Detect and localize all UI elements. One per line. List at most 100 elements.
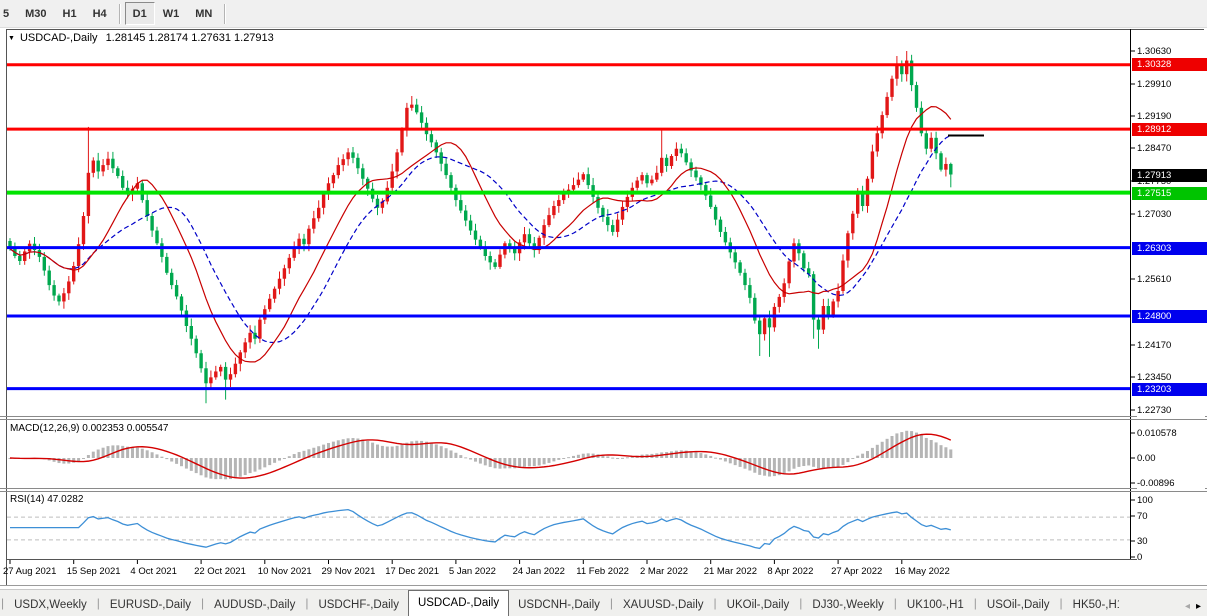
tab-ukoil-daily[interactable]: UKOil-,Daily [726,599,790,611]
candle-body [444,163,448,176]
macd-histogram-bar [562,458,566,459]
macd-histogram-bar [674,450,678,458]
macd-histogram-bar [616,458,620,459]
tab-eurusd-daily[interactable]: EURUSD-,Daily [109,599,192,611]
timeframe-button-d1[interactable]: D1 [124,2,155,25]
macd-histogram-bar [934,442,938,458]
tab-usdcad-daily[interactable]: USDCAD-,Daily [407,590,510,616]
macd-histogram-bar [841,458,845,465]
candle-body [106,158,110,166]
macd-histogram-bar [523,458,526,467]
price-chart-canvas[interactable] [0,28,1207,588]
macd-histogram-bar [469,458,473,460]
candle-body [900,63,904,75]
tab-usdchf-daily[interactable]: USDCHF-,Daily [318,599,399,611]
macd-histogram-bar [444,448,448,458]
macd-histogram-bar [709,455,713,458]
candle-body [645,175,649,184]
horizontal-level-lines[interactable] [7,63,1130,391]
candle-body [787,261,791,284]
tab-scroll-right-icon[interactable]: ▸ [1195,601,1201,612]
candle-body [826,306,830,316]
candle-body [542,225,546,238]
candle-body [321,194,326,208]
candle-body [689,162,693,171]
timeframe-button-mn[interactable]: MN [195,7,213,20]
timeframe-button-w1[interactable]: W1 [162,7,180,20]
price-axis-label: 1.28470 [1137,142,1205,155]
macd-histogram-bar [787,458,791,472]
candle-body [738,262,742,273]
candle-body [160,243,164,257]
macd-histogram-bar [821,458,825,469]
candle-body [248,332,252,343]
slow-ma-line [9,134,952,344]
candle-body [562,194,566,201]
macd-histogram-bar [189,458,193,471]
tab-xauusd-daily[interactable]: XAUUSD-,Daily [623,599,704,611]
macd-histogram-bar [866,451,869,458]
candle-body [400,129,404,153]
candle-body [184,310,189,326]
macd-histogram-bar [121,445,125,458]
candle-body [885,96,889,116]
candle-body [312,218,316,229]
macd-histogram-bar [292,454,296,458]
macd-histogram-bar [542,458,546,465]
candle-body [880,115,884,134]
candle-body [96,160,100,172]
macd-histogram-bar [425,441,428,458]
timeframe-button-h1[interactable]: H1 [62,7,77,20]
tab-hk50[interactable]: HK50-,H1 [1072,599,1119,611]
timeframe-button-h4[interactable]: H4 [92,7,107,20]
price-axis-label: 1.23450 [1137,371,1205,384]
tab-usdx-weekly[interactable]: USDX,Weekly [14,599,87,611]
candle-body [223,366,228,380]
tab-separator: | [201,596,205,610]
macd-histogram-bar [601,455,605,458]
macd-histogram-bar [493,458,497,469]
candle-body [875,133,879,152]
tab-scroll-left-icon[interactable]: ◂ [1184,601,1190,612]
tab-usoil-daily[interactable]: USOil-,Daily [986,599,1050,611]
macd-histogram-bar [905,430,909,458]
candle-body [576,179,581,186]
candle-body [758,320,762,335]
macd-histogram-bar [82,458,85,459]
candle-body [944,163,948,170]
macd-histogram-bar [738,458,742,467]
macd-histogram-bar [86,455,90,458]
macd-histogram-bar [670,451,673,458]
candle-body [331,175,336,184]
fast-ma-line [9,106,952,363]
macd-histogram-bar [537,458,541,466]
candle-body [18,256,22,261]
candle-body [733,252,737,263]
candle-body [209,377,213,384]
date-label: 17 Dec 2021 [385,566,440,577]
macd-histogram-bar [253,458,257,472]
candle-body [816,319,821,330]
date-label: 4 Oct 2021 [130,566,177,577]
macd-histogram-bar [880,441,884,458]
timeframe-button-m30[interactable]: M30 [25,7,47,20]
candle-body [513,248,517,254]
candle-body [655,172,659,180]
candle-body [905,60,909,75]
price-level-badge: 1.23203 [1132,383,1207,396]
macd-histogram-bar [238,458,242,477]
timeframe-button-m5[interactable]: 5 [3,7,10,20]
macd-histogram-bar [488,458,492,467]
candle-body [552,206,556,216]
candle-body [924,133,928,149]
candle-body [434,142,438,153]
price-axis-label: 1.25610 [1137,273,1205,286]
macd-histogram-bar [312,447,316,458]
candle-body [914,85,919,108]
tab-audusd-daily[interactable]: AUDUSD-,Daily [214,599,296,611]
tab-usdcnh-daily[interactable]: USDCNH-,Daily [518,599,600,611]
tab-dj30-weekly[interactable]: DJ30-,Weekly [812,599,884,611]
tab-uk100-h1[interactable]: UK100-,H1 [906,599,964,611]
macd-histogram-bar [532,458,536,467]
chart-dropdown-icon[interactable]: ▼ [8,34,15,42]
